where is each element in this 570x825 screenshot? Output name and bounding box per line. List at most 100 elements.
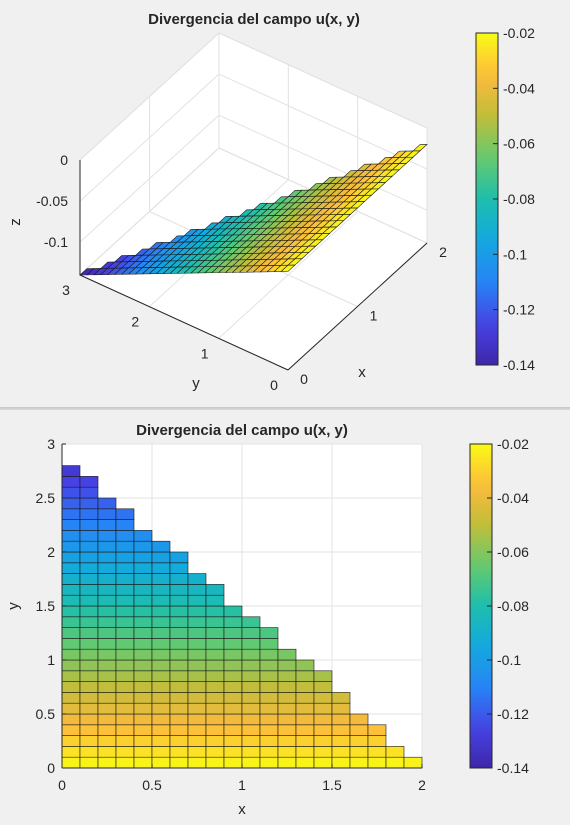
heatmap-cell: [115, 584, 135, 596]
heatmap-cell: [205, 584, 225, 596]
heatmap-cell: [97, 670, 117, 682]
heatmap-cell: [205, 648, 225, 661]
y-tick-label-1: 1: [201, 345, 209, 361]
heatmap-cell: [277, 713, 297, 726]
heatmap-cell: [97, 659, 117, 672]
surface: [79, 144, 428, 276]
heatmap-cell: [61, 508, 81, 520]
heatmap-cell: [313, 681, 333, 693]
heatmap-cell: [277, 724, 297, 736]
heatmap-cell: [115, 670, 135, 682]
heatmap-cell: [79, 476, 99, 488]
heatmap-cell: [97, 605, 117, 618]
heatmap-cell: [133, 659, 153, 672]
heatmap-cell: [223, 735, 243, 747]
heatmap-cell: [61, 659, 81, 672]
colorbar-tick-label-3: -0.08: [503, 191, 535, 207]
x-axis-label: x: [238, 801, 246, 818]
heatmap-cell: [115, 659, 135, 672]
heatmap-cell: [205, 702, 225, 715]
heatmap-cell: [259, 746, 279, 758]
heatmap-cell: [115, 508, 135, 520]
heatmap-cell: [133, 584, 153, 596]
heatmap-cell: [79, 584, 99, 596]
x-tick-label-3: 1.5: [322, 777, 342, 793]
heatmap-cell: [241, 702, 261, 715]
heatmap-cell: [61, 713, 81, 726]
heatmap-cell: [187, 648, 207, 661]
y-axis-line: [79, 274, 289, 371]
heatmap-cell: [115, 692, 135, 704]
colorbar-tick-label-5: -0.12: [497, 706, 529, 722]
heatmap-cell: [349, 746, 369, 758]
heatmap-cell: [133, 692, 153, 704]
surface-plot[interactable]: 0 1 2 0 1 2 3 0 -0.05 -0.1 x y z Divergencia del camp…: [0, 0, 570, 410]
heatmap-cell: [205, 616, 225, 628]
heatmap-cell: [367, 756, 387, 769]
heatmap-cell: [151, 540, 171, 553]
heatmap-cell: [115, 605, 135, 618]
heatmap-cell: [205, 713, 225, 726]
heatmap-cell: [295, 659, 315, 672]
heatmap-cell: [61, 573, 81, 585]
colorbar-tick-label-2: -0.06: [497, 544, 529, 560]
colorbar-tick-label-6: -0.14: [503, 357, 535, 373]
heatmap-cell: [133, 648, 153, 661]
heatmap-cell: [97, 508, 117, 520]
heatmap-cell: [115, 713, 135, 726]
heatmap-cell: [349, 735, 369, 747]
heatmap-cell: [115, 746, 135, 758]
heatmap-cell: [97, 648, 117, 661]
heatmap-cell: [61, 638, 81, 650]
heatmap-cell: [385, 746, 405, 758]
heatmap-cell: [151, 584, 171, 596]
heatmap-cell: [133, 605, 153, 618]
heatmap-cell: [241, 746, 261, 758]
heatmap-cell: [205, 746, 225, 758]
x-tick-label-1: 1: [370, 308, 378, 324]
heatmap-cell: [295, 702, 315, 715]
heatmap-cell: [259, 713, 279, 726]
heatmap-cell: [187, 692, 207, 704]
heatmap-cell: [331, 702, 351, 715]
y-tick-label-2: 2: [131, 314, 139, 330]
chart-title: Divergencia del campo u(x, y): [148, 11, 360, 28]
heatmap-cell: [79, 530, 99, 542]
heatmap-cell: [61, 681, 81, 693]
heatmap-cell: [79, 497, 99, 510]
heatmap-cell: [79, 551, 99, 564]
heatmap-cell: [61, 519, 81, 531]
heatmap-cell: [151, 702, 171, 715]
heatmap-cell: [169, 616, 189, 628]
heatmap-cell: [241, 713, 261, 726]
heatmap-cell: [223, 659, 243, 672]
colorbar-tick-label-4: -0.1: [503, 246, 527, 262]
heatmap-cell: [79, 519, 99, 531]
heatmap-cell: [187, 713, 207, 726]
x-tick-label-2: 2: [439, 244, 447, 260]
surface-plot-panel: 0 1 2 0 1 2 3 0 -0.05 -0.1 x y z Divergencia del camp…: [0, 0, 570, 410]
heatmap-cell: [151, 605, 171, 618]
y-tick-label-0: 0: [47, 760, 55, 776]
heatmap-cell: [151, 616, 171, 628]
heatmap-cell: [133, 746, 153, 758]
heatmap-cell: [367, 746, 387, 758]
heatmap-cell: [241, 724, 261, 736]
heatmap-cell: [259, 681, 279, 693]
heatmap-cell: [313, 713, 333, 726]
heatmap-cell: [115, 702, 135, 715]
z-tick-label-2: -0.1: [44, 234, 68, 250]
heatmap-cell: [151, 594, 171, 607]
heatmap-cell: [223, 648, 243, 661]
heatmap-cell: [277, 756, 297, 769]
colorbar-tick-label-3: -0.08: [497, 598, 529, 614]
heatmap-cell: [151, 692, 171, 704]
z-tick-label-0: 0: [60, 152, 68, 168]
heatmap-plot[interactable]: 0 0.5 1 1.5 2 0 0.5 1 1.5 2 2.5 3 x y Divergencia del …: [0, 410, 570, 820]
heatmap-cell: [97, 681, 117, 693]
x-axis-label: x: [358, 364, 366, 381]
grid-line: [79, 147, 220, 276]
x-tick-label-0: 0: [300, 371, 308, 387]
grid-line: [218, 32, 428, 129]
heatmap-cell: [169, 627, 189, 639]
